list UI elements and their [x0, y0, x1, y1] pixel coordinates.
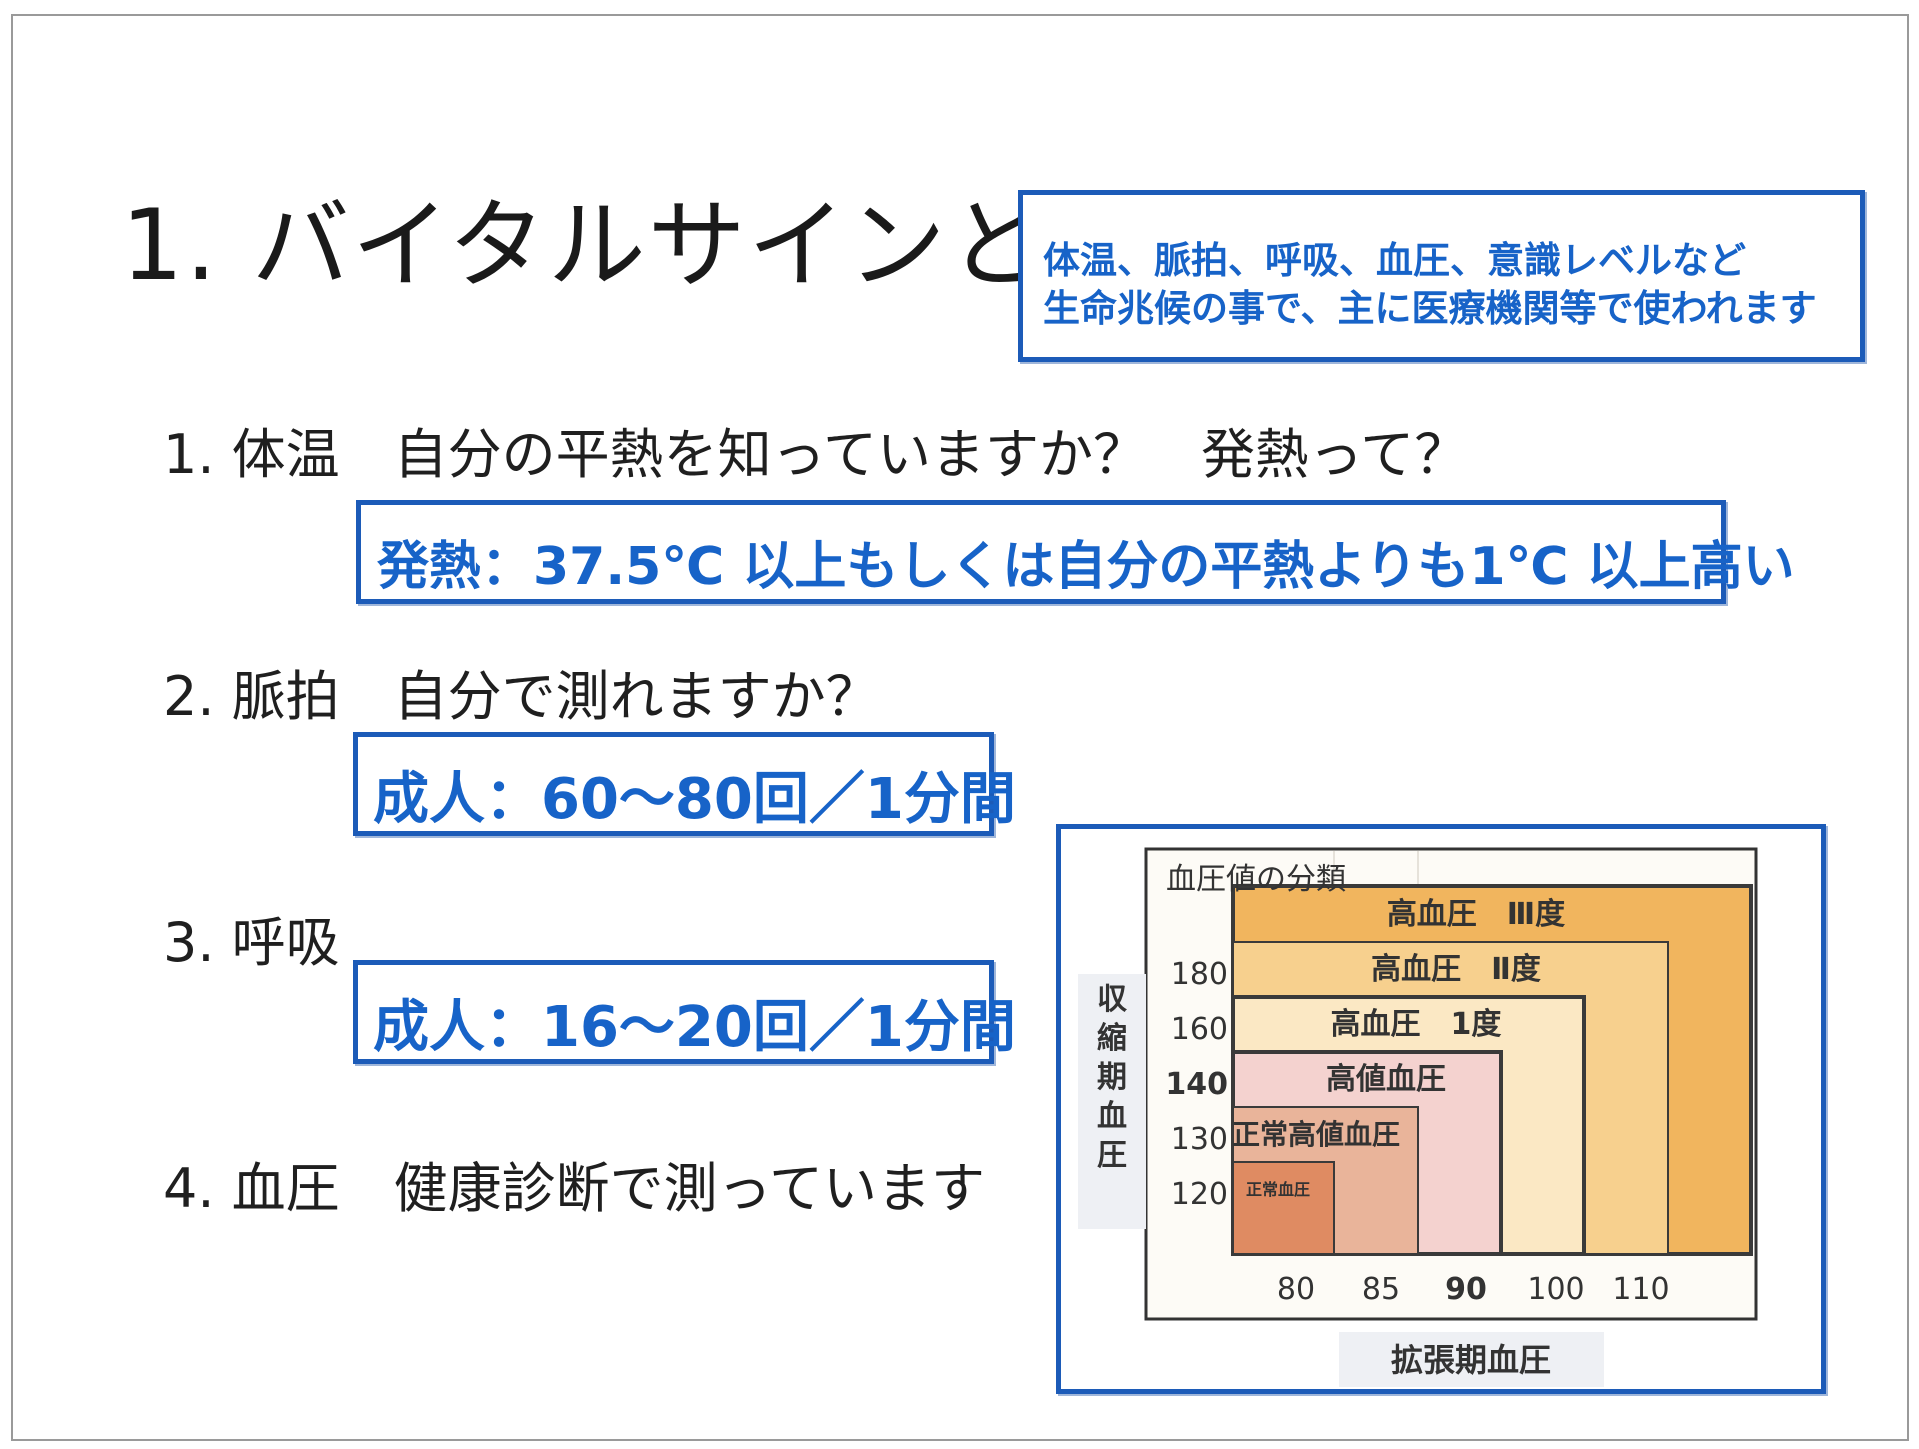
y-axis-label-char: 血: [1097, 1099, 1127, 1134]
slide: 1. バイタルサインとは 体温、脈拍、呼吸、血圧、意識レベルなど 生命兆候の事で…: [11, 14, 1909, 1441]
respiration-normal-text: 成人：16～20回／1分間: [373, 995, 1016, 1060]
y-axis-label-char: 縮: [1097, 1021, 1127, 1056]
x-tick-label: 100: [1527, 1272, 1584, 1307]
fever-definition-text: 発熱：37.5℃ 以上もしくは自分の平熱よりも1℃ 以上高い: [377, 537, 1795, 597]
bp-region-label-0: 高血圧 Ⅲ度: [1387, 897, 1565, 932]
x-tick-label: 110: [1612, 1272, 1669, 1307]
definition-line-1: 体温、脈拍、呼吸、血圧、意識レベルなど: [1043, 239, 1746, 282]
fever-definition-box: [356, 500, 1726, 604]
y-axis-label-char: 期: [1097, 1060, 1127, 1095]
bp-region-label-5: 正常血圧: [1246, 1180, 1310, 1199]
item-blood-pressure-heading: 4. 血圧 健康診断で測っています: [163, 1157, 985, 1220]
item-respiration-heading: 3. 呼吸: [163, 911, 340, 974]
respiration-normal-box: [353, 960, 994, 1064]
x-tick-label: 85: [1362, 1272, 1400, 1307]
item-pulse-heading: 2. 脈拍 自分で測れますか？: [163, 665, 880, 728]
y-axis-label-char: 収: [1097, 982, 1128, 1017]
y-tick-label: 130: [1171, 1122, 1228, 1157]
bp-region-label-4: 正常高値血圧: [1232, 1118, 1400, 1151]
pulse-normal-text: 成人：60～80回／1分間: [373, 767, 1016, 832]
page-title: 1. バイタルサインとは: [121, 189, 1148, 303]
definition-line-2: 生命兆候の事で、主に医療機関等で使われます: [1043, 287, 1817, 330]
pulse-normal-box: [353, 732, 994, 836]
x-tick-label: 90: [1445, 1272, 1487, 1307]
bp-region-label-1: 高血圧 Ⅱ度: [1371, 952, 1541, 987]
ylabel-panel: [1078, 974, 1146, 1229]
xlabel-panel: [1339, 1332, 1604, 1387]
y-tick-label: 180: [1171, 957, 1228, 992]
definition-box: [1018, 190, 1865, 362]
bp-region-label-3: 高値血圧: [1326, 1062, 1446, 1097]
bp-region-5: [1232, 1161, 1335, 1255]
y-tick-label: 140: [1165, 1067, 1228, 1102]
y-axis-label-char: 圧: [1097, 1138, 1127, 1173]
x-axis-label: 拡張期血圧: [1391, 1341, 1551, 1379]
x-tick-label: 80: [1277, 1272, 1315, 1307]
bp-region-label-2: 高血圧 1度: [1331, 1007, 1502, 1042]
y-tick-label: 120: [1171, 1177, 1228, 1212]
chart-title: 血圧値の分類: [1166, 862, 1346, 897]
y-tick-label: 160: [1171, 1012, 1228, 1047]
item-temperature-heading: 1. 体温 自分の平熱を知っていますか？ 発熱って？: [163, 423, 1469, 486]
